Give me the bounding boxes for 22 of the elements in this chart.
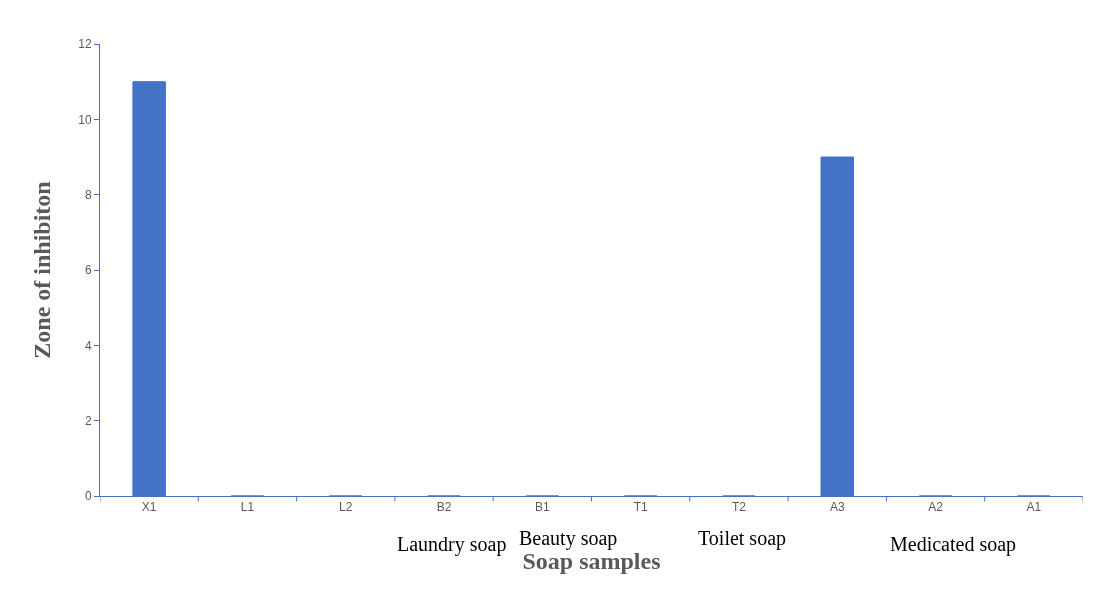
y-tick-label: 8 xyxy=(84,187,92,202)
y-tick-label: 0 xyxy=(84,489,92,504)
x-tick-label: L1 xyxy=(240,500,255,515)
x-tick-label: B2 xyxy=(436,500,452,515)
y-axis-title: Zone of inhibiton xyxy=(29,181,56,359)
x-tick-label: L2 xyxy=(339,500,353,515)
x-tick-label: X1 xyxy=(141,500,157,515)
y-tick-label: 10 xyxy=(78,112,92,127)
text: Medicated soap xyxy=(890,533,1017,556)
y-tick-label: 4 xyxy=(84,338,92,353)
text: Beauty soap xyxy=(519,527,618,550)
x-tick-label: A2 xyxy=(928,500,944,515)
y-tick-label: 2 xyxy=(84,413,92,428)
x-tick-label: A3 xyxy=(829,500,845,515)
x-tick-label: T1 xyxy=(633,500,648,515)
x-tick-label: T2 xyxy=(731,500,747,515)
x-tick-label: A1 xyxy=(1026,500,1042,515)
text: Laundry soap xyxy=(397,533,507,556)
text: Toilet soap xyxy=(698,527,787,550)
y-tick-label: 12 xyxy=(78,37,92,52)
y-tick-label: 6 xyxy=(84,263,92,278)
x-tick-label: B1 xyxy=(535,500,551,515)
